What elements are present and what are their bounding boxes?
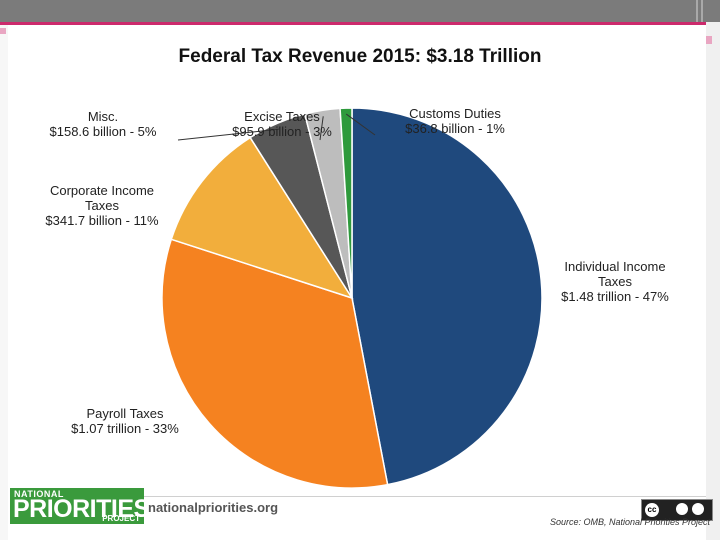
top-accent-line (0, 22, 720, 25)
leader-line-customs (345, 113, 376, 136)
slice-label-misc: Misc. $158.6 billion - 5% (50, 109, 157, 139)
footer-divider (10, 496, 706, 497)
pie-slice-payroll (161, 238, 389, 489)
website-link[interactable]: nationalpriorities.org (148, 500, 279, 515)
corner-mark (0, 28, 6, 34)
pie-slice-corporate-income (170, 136, 354, 300)
logo-sub-text: PROJECT (102, 514, 140, 523)
leader-lines (177, 113, 376, 141)
slice-label-customs: Customs Duties $36.8 billion - 1% (405, 106, 505, 136)
slice-labels: Individual Income Taxes $1.48 trillion - 4… (45, 106, 669, 436)
right-rail (706, 22, 720, 540)
source-note: Source: OMB, National Priorities Project (549, 517, 710, 527)
leader-line-excise (319, 116, 324, 141)
window-top-bar (0, 0, 720, 25)
creative-commons-badge: cc (641, 499, 713, 521)
slice-label-excise: Excise Taxes $95.9 billion - 3% (232, 109, 332, 139)
leader-line-misc (177, 128, 279, 141)
top-bar-grip (701, 0, 703, 22)
slice-label-corporate-income: Corporate Income Taxes $341.7 billion - 11… (45, 183, 159, 228)
left-rail (0, 25, 8, 540)
pie-slice-customs (339, 107, 353, 299)
attribution-icon (676, 503, 688, 515)
slice-label-payroll: Payroll Taxes $1.07 trillion - 33% (71, 406, 179, 436)
cc-icon: cc (645, 503, 659, 517)
pie-slice-individual-income (351, 107, 543, 486)
slice-label-individual-income: Individual Income Taxes $1.48 trillion - 4… (561, 259, 669, 304)
pie-slices (161, 107, 543, 489)
logo-main-text: PRIORITIES (13, 495, 150, 523)
top-bar-grip (696, 0, 698, 22)
logo-top-text: NATIONAL (14, 489, 64, 499)
npp-logo: NATIONAL PRIORITIES PROJECT (10, 488, 150, 524)
corner-mark (706, 36, 712, 44)
chart-title: Federal Tax Revenue 2015: $3.18 Trillion (179, 46, 542, 67)
noderivs-icon (692, 503, 704, 515)
